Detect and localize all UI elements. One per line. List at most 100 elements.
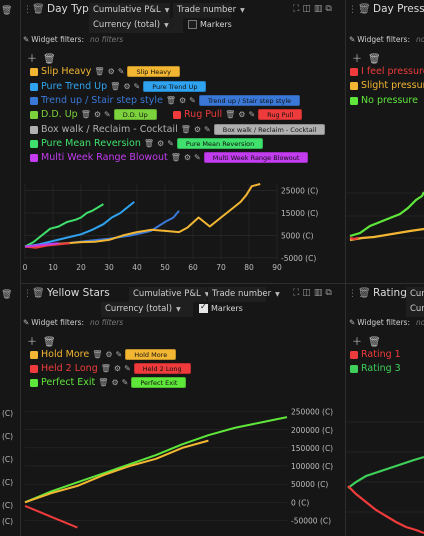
pencil-icon[interactable]: ✎ — [124, 364, 131, 373]
trash-icon[interactable]: 🗑 — [100, 364, 111, 373]
display-select[interactable]: Curr — [406, 302, 424, 317]
gear-icon[interactable]: ⚙ — [123, 82, 131, 91]
trash-icon[interactable]: 🗑 — [98, 378, 109, 387]
trash-icon[interactable]: 🗑 — [43, 337, 62, 348]
metric-select[interactable]: Curr — [406, 287, 424, 302]
columns-icon[interactable]: ▥ — [313, 4, 326, 14]
series-tag[interactable]: Hold More — [125, 349, 177, 360]
pencil-icon[interactable]: ✎ — [248, 110, 256, 119]
series-row[interactable]: I feel pressure — [350, 65, 424, 78]
pencil-icon[interactable]: ✎ — [194, 153, 201, 162]
fullscreen-icon[interactable]: ⛶ — [293, 4, 303, 14]
x-axis-select[interactable]: Trade number ▼ — [173, 3, 245, 18]
gear-icon[interactable]: ⚙ — [178, 96, 187, 105]
widget-filters[interactable]: ✎Widget filters: no filters — [349, 318, 424, 327]
series-tag[interactable]: Pure Trend Up — [143, 81, 207, 92]
pencil-icon[interactable]: ✎ — [204, 125, 211, 134]
series-row[interactable]: Pure Mean Reversion 🗑 ⚙ ✎ Pure Mean Reversio… — [30, 137, 264, 150]
trash-icon[interactable]: 🗑 — [32, 4, 45, 15]
pencil-icon[interactable]: ✎ — [121, 378, 129, 387]
trash-icon[interactable]: 🗑 — [180, 125, 191, 134]
series-color-swatch[interactable] — [30, 96, 38, 105]
trash-icon[interactable]: 🗑 — [358, 288, 371, 299]
gear-icon[interactable]: ⚙ — [105, 350, 113, 359]
series-tag[interactable]: Perfect Exit — [131, 377, 187, 388]
metric-select[interactable]: Cumulative P&L▼ — [89, 3, 170, 18]
gear-icon[interactable]: ⚙ — [183, 153, 192, 162]
series-row[interactable]: Perfect Exit 🗑 ⚙ ✎ Perfect Exit — [30, 376, 187, 389]
series-color-swatch[interactable] — [350, 81, 358, 90]
trash-icon[interactable]: 🗑 — [165, 96, 176, 105]
series-color-swatch[interactable] — [350, 96, 358, 105]
series-row[interactable]: No pressure — [350, 94, 421, 107]
trash-icon[interactable]: 🗑 — [368, 337, 387, 348]
series-color-swatch[interactable] — [173, 110, 181, 119]
pencil-icon[interactable]: ✎ — [167, 139, 174, 148]
display-select[interactable]: Currency (total) ▼ — [101, 302, 193, 317]
gear-icon[interactable]: ⚙ — [157, 139, 165, 148]
drag-handle-icon[interactable]: ⋮⋮ — [348, 5, 365, 15]
trash-icon[interactable]: 🗑 — [80, 110, 91, 119]
trash-icon[interactable]: 🗑 — [32, 288, 45, 299]
pencil-icon[interactable]: ✎ — [115, 350, 123, 359]
series-row[interactable]: Rating 3 — [350, 362, 404, 375]
trash-icon[interactable]: 🗑 — [170, 153, 181, 162]
drag-handle-icon[interactable]: ⋮⋮ — [23, 5, 40, 15]
series-color-swatch[interactable] — [30, 139, 38, 148]
series-tag[interactable]: Pure Mean Reversion — [176, 138, 264, 149]
trash-icon[interactable]: 🗑 — [1, 6, 13, 16]
series-row[interactable]: Held 2 Long 🗑 ⚙ ✎ Held 2 Long — [30, 362, 191, 375]
trash-icon[interactable]: 🗑 — [358, 4, 371, 15]
series-color-swatch[interactable] — [30, 153, 38, 162]
series-color-swatch[interactable] — [30, 110, 38, 119]
drag-handle-icon[interactable]: ⋮⋮ — [348, 289, 365, 299]
popout-icon[interactable]: ⧉ — [325, 4, 335, 14]
trash-icon[interactable]: 🗑 — [143, 139, 155, 148]
series-color-swatch[interactable] — [30, 378, 38, 387]
split-icon[interactable]: ◫ — [302, 288, 314, 298]
pencil-icon[interactable]: ✎ — [133, 82, 141, 91]
trash-icon[interactable]: 🗑 — [1, 290, 13, 300]
widget-filters[interactable]: ✎Widget filters: no filters — [349, 35, 424, 44]
series-color-swatch[interactable] — [30, 125, 38, 134]
gear-icon[interactable]: ⚙ — [107, 67, 115, 76]
pencil-icon[interactable]: ✎ — [117, 67, 125, 76]
series-tag[interactable]: Rug Pull — [258, 109, 303, 120]
display-select[interactable]: Currency (total) ▼ — [89, 18, 183, 33]
series-row[interactable]: Hold More 🗑 ⚙ ✎ Hold More — [30, 348, 177, 361]
series-color-swatch[interactable] — [350, 364, 358, 373]
series-row[interactable]: Trend up / Stair step style 🗑 ⚙ ✎ Trend up /… — [30, 94, 301, 107]
series-color-swatch[interactable] — [30, 350, 38, 359]
trash-icon[interactable]: 🗑 — [225, 110, 236, 119]
trash-icon[interactable]: 🗑 — [368, 54, 387, 65]
gear-icon[interactable]: ⚙ — [238, 110, 246, 119]
series-row[interactable]: Rating 1 — [350, 348, 404, 361]
pencil-icon[interactable]: ✎ — [104, 110, 111, 119]
series-row[interactable]: Slip Heavy 🗑 ⚙ ✎ Slip Heavy — [30, 65, 180, 78]
series-row[interactable]: Multi Week Range Blowout 🗑 ⚙ ✎ Multi Week Ra… — [30, 151, 309, 164]
series-row[interactable]: Rug Pull 🗑 ⚙ ✎ Rug Pull — [173, 108, 303, 121]
series-row[interactable]: D.D. Up 🗑 ⚙ ✎ D.D. Up — [30, 108, 157, 121]
series-tag[interactable]: Held 2 Long — [133, 363, 191, 374]
markers-checkbox[interactable]: Markers — [188, 20, 232, 29]
trash-icon[interactable]: 🗑 — [110, 82, 121, 91]
gear-icon[interactable]: ⚙ — [193, 125, 202, 134]
series-tag[interactable]: Slip Heavy — [127, 66, 180, 77]
series-color-swatch[interactable] — [30, 82, 38, 91]
trash-icon[interactable]: 🗑 — [94, 67, 105, 76]
add-icon[interactable]: ＋ — [352, 54, 368, 65]
fullscreen-icon[interactable]: ⛶ — [293, 288, 303, 298]
markers-checkbox[interactable]: Markers — [199, 302, 243, 313]
x-axis-select[interactable]: Trade number ▼ — [208, 287, 280, 302]
add-icon[interactable]: ＋ — [27, 54, 43, 65]
series-color-swatch[interactable] — [350, 67, 358, 76]
columns-icon[interactable]: ▥ — [313, 288, 326, 298]
drag-handle-icon[interactable]: ⋮⋮ — [23, 289, 40, 299]
series-tag[interactable]: Box walk / Reclaim - Cocktail — [213, 124, 326, 135]
series-tag[interactable]: Trend up / Stair step style — [198, 95, 301, 106]
add-icon[interactable]: ＋ — [352, 337, 368, 348]
series-color-swatch[interactable] — [30, 364, 38, 373]
series-color-swatch[interactable] — [350, 350, 358, 359]
trash-icon[interactable]: 🗑 — [92, 350, 103, 359]
popout-icon[interactable]: ⧉ — [325, 288, 335, 298]
